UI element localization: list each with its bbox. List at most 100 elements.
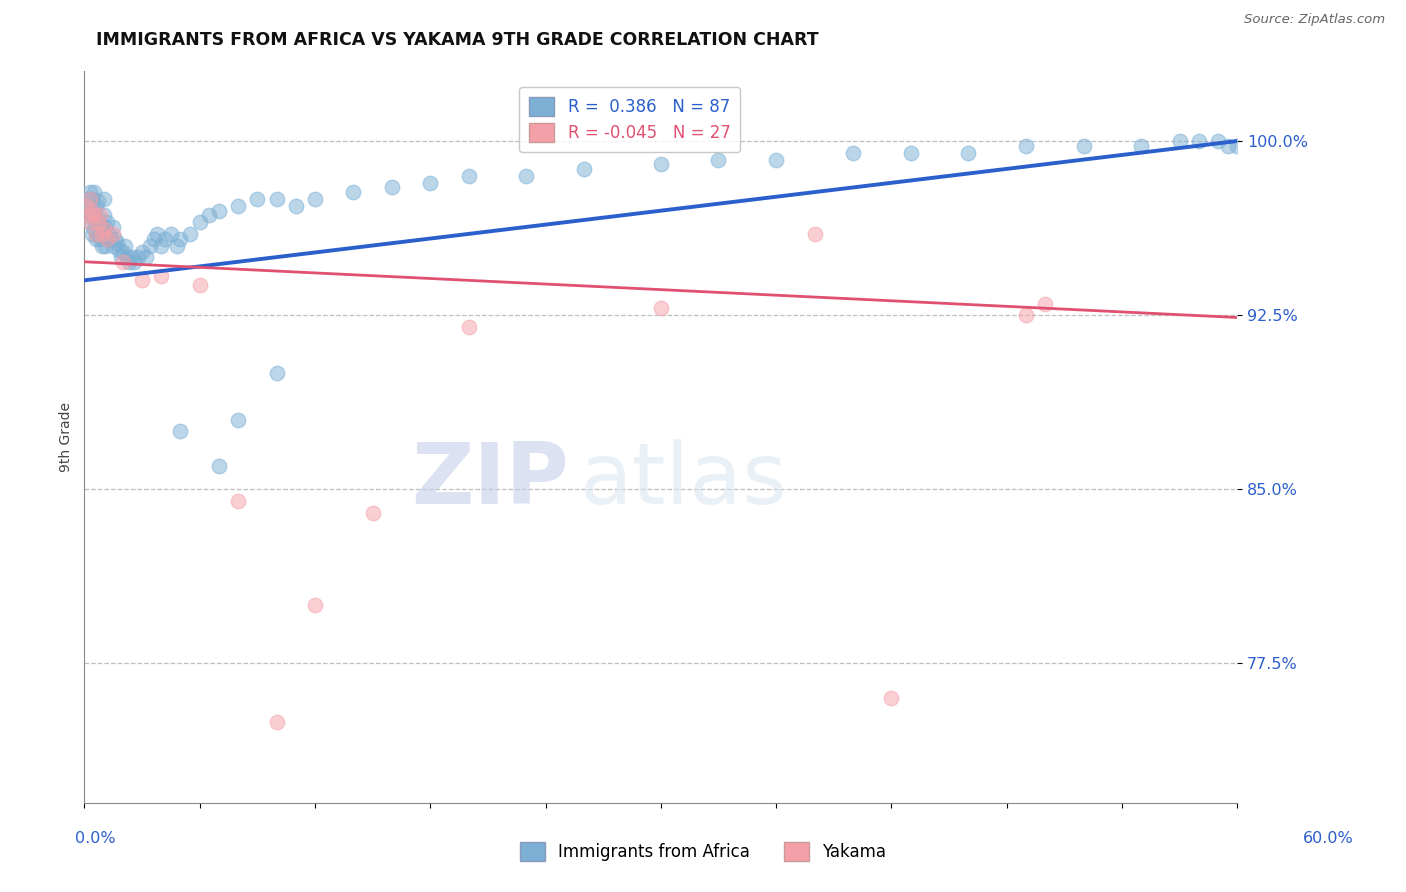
Point <box>79 185 101 199</box>
Point <box>284 199 307 213</box>
Point <box>77 208 100 222</box>
Point <box>80 227 103 241</box>
Point <box>77 208 100 222</box>
Point <box>111 254 134 268</box>
Point <box>108 243 131 257</box>
Point <box>650 157 672 171</box>
Point <box>87 215 110 229</box>
Point <box>75 203 97 218</box>
Point <box>150 268 173 283</box>
Point <box>765 153 787 167</box>
Point <box>75 199 97 213</box>
Point <box>87 227 110 241</box>
Point <box>103 238 124 252</box>
Point <box>121 250 143 264</box>
Point <box>93 192 115 206</box>
Point <box>650 301 672 316</box>
Point <box>188 277 211 292</box>
Point <box>707 153 730 167</box>
Point <box>79 215 101 229</box>
Point <box>127 250 149 264</box>
Point <box>103 219 124 234</box>
Point <box>381 180 404 194</box>
Point <box>1206 134 1229 148</box>
Point <box>105 236 128 251</box>
Point <box>1226 138 1249 153</box>
Point <box>89 215 111 229</box>
Point <box>84 227 107 241</box>
Point <box>153 231 176 245</box>
Point <box>93 222 115 236</box>
Point <box>79 215 101 229</box>
Text: IMMIGRANTS FROM AFRICA VS YAKAMA 9TH GRADE CORRELATION CHART: IMMIGRANTS FROM AFRICA VS YAKAMA 9TH GRA… <box>96 31 818 49</box>
Point <box>842 145 865 160</box>
Point <box>179 227 201 241</box>
Text: 60.0%: 60.0% <box>1303 831 1354 846</box>
Point <box>83 222 105 236</box>
Point <box>90 227 112 241</box>
Point <box>90 219 112 234</box>
Point <box>93 208 115 222</box>
Point <box>1015 138 1038 153</box>
Point <box>138 238 160 252</box>
Point <box>361 506 384 520</box>
Legend: R =  0.386   N = 87, R = -0.045   N = 27: R = 0.386 N = 87, R = -0.045 N = 27 <box>519 87 741 153</box>
Point <box>880 691 903 706</box>
Point <box>169 424 191 438</box>
Point <box>803 227 825 241</box>
Point <box>117 254 139 268</box>
Point <box>104 231 127 245</box>
Point <box>100 231 122 245</box>
Point <box>79 199 101 213</box>
Point <box>89 208 111 222</box>
Point <box>246 192 269 206</box>
Point <box>266 192 288 206</box>
Point <box>1073 138 1095 153</box>
Text: ZIP: ZIP <box>411 440 568 523</box>
Point <box>131 245 153 260</box>
Point <box>80 192 103 206</box>
Point <box>98 227 121 241</box>
Point <box>150 238 173 252</box>
Point <box>80 208 103 222</box>
Point <box>266 714 288 729</box>
Point <box>84 215 107 229</box>
Point <box>515 169 537 183</box>
Point <box>266 366 288 380</box>
Point <box>419 176 441 190</box>
Point <box>90 238 112 252</box>
Point <box>94 238 117 252</box>
Y-axis label: 9th Grade: 9th Grade <box>59 402 73 472</box>
Point <box>84 199 107 213</box>
Text: atlas: atlas <box>581 440 789 523</box>
Point <box>342 185 364 199</box>
Point <box>142 231 165 245</box>
Point <box>226 199 249 213</box>
Point <box>1015 308 1038 322</box>
Point <box>96 215 118 229</box>
Point <box>572 161 595 176</box>
Point <box>188 215 211 229</box>
Point <box>166 238 188 252</box>
Point <box>83 208 105 222</box>
Point <box>110 250 132 264</box>
Point <box>83 203 105 218</box>
Legend: Immigrants from Africa, Yakama: Immigrants from Africa, Yakama <box>513 835 893 868</box>
Point <box>198 208 221 222</box>
Point <box>79 192 101 206</box>
Point <box>304 192 326 206</box>
Point <box>89 231 111 245</box>
Point <box>169 231 191 245</box>
Point <box>457 169 479 183</box>
Point <box>146 227 169 241</box>
Point <box>80 203 103 218</box>
Point <box>226 412 249 426</box>
Point <box>96 231 118 245</box>
Point <box>111 245 134 260</box>
Point <box>135 250 157 264</box>
Point <box>103 227 124 241</box>
Point <box>1130 138 1153 153</box>
Point <box>900 145 922 160</box>
Point <box>1033 296 1056 310</box>
Point <box>93 227 115 241</box>
